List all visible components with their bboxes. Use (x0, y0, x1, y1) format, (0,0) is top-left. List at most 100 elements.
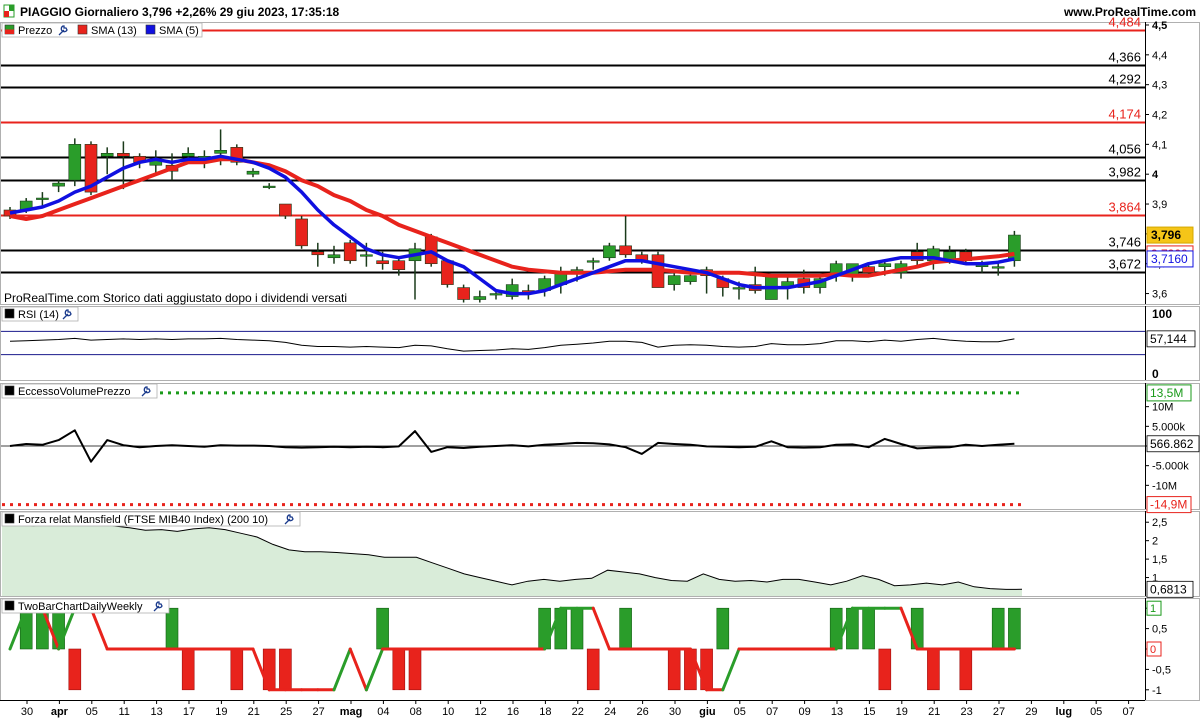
legend-label: RSI (14) (18, 309, 59, 321)
twobar-bar (36, 607, 49, 650)
candle (441, 260, 454, 285)
site-label[interactable]: www.ProRealTime.com (1063, 5, 1196, 19)
candle (100, 153, 114, 157)
twobar-bar (279, 648, 292, 691)
wrench-icon-path (62, 309, 72, 320)
rsi-line (9, 337, 1015, 352)
twobar-line (688, 647, 709, 692)
color-swatch-icon (77, 24, 88, 35)
legend-box (1, 511, 301, 527)
legend-sma13-label: SMA (13) (91, 25, 137, 37)
twobar-line (721, 647, 741, 692)
candle (214, 150, 227, 154)
twobar-bar (910, 607, 924, 650)
twobar-bar (959, 648, 973, 691)
x-tick-label: 23 (960, 706, 972, 718)
wrench-icon-path (284, 514, 294, 525)
x-tick-label: 18 (539, 706, 551, 718)
mansfield-last-badge (1146, 580, 1194, 598)
volume-line (9, 429, 1015, 463)
twobar-badge-label: 0 (1150, 644, 1156, 656)
twobar-bar (829, 607, 843, 650)
x-tick-label: 05 (86, 706, 98, 718)
twobar-bar (554, 607, 568, 650)
legend-label: Forza relat Mansfield (FTSE MIB40 Index)… (18, 514, 268, 526)
price-badge-label: 3,796 (1151, 228, 1181, 242)
twobar-line (332, 647, 352, 692)
candle (732, 287, 746, 290)
y-tick-label: 4,3 (1152, 80, 1167, 92)
x-tick-label: 19 (896, 706, 908, 718)
y-tick-label: 5.000k (1152, 421, 1186, 433)
twobar-bar (878, 648, 892, 691)
twobar-bar (230, 648, 244, 691)
y-tick-label: 3,9 (1152, 199, 1167, 211)
twobar-bar (376, 607, 389, 650)
rsi-last-badge (1146, 330, 1196, 348)
twobar-badge (1146, 600, 1162, 616)
twobar-bar (667, 648, 681, 691)
color-swatch-icon (4, 600, 15, 611)
x-tick-label: 17 (183, 706, 195, 718)
wrench-icon[interactable] (284, 514, 294, 525)
candle (84, 144, 98, 193)
y-tick-label: 1,5 (1152, 554, 1167, 566)
chart-title: PIAGGIO Giornaliero 3,796 +2,26% 29 giu … (20, 5, 339, 19)
candle (360, 254, 373, 257)
level-label: 3,746 (1108, 235, 1141, 250)
candle (262, 185, 276, 188)
candle (457, 287, 470, 300)
twobar-line (591, 606, 611, 651)
y-tick-label: 2,5 (1152, 517, 1167, 529)
x-tick-label: 05 (1090, 706, 1102, 718)
wrench-icon[interactable] (141, 386, 151, 397)
level-label: 3,982 (1108, 165, 1141, 180)
candle (392, 260, 406, 270)
rsi-panel[interactable]: 100 0 57,144 (1, 307, 1196, 381)
x-tick-label: lug (1056, 706, 1073, 718)
price-panel[interactable]: 4,484 4,366 4,292 4,174 4,056 3,982 3,864 3,746… (1, 15, 1194, 306)
twobar-line (348, 647, 368, 692)
candle (862, 266, 875, 273)
volume-band-label: 13,5M (1150, 386, 1183, 400)
color-swatch-icon (4, 513, 15, 524)
wrench-icon[interactable] (62, 309, 72, 320)
wrench-icon[interactable] (153, 601, 163, 612)
twobar-bar (586, 648, 600, 691)
twobar-bar (619, 607, 632, 650)
twobar-bar (52, 607, 65, 650)
twobar-line (40, 606, 61, 651)
candle (246, 170, 260, 175)
level-label: 4,366 (1108, 50, 1141, 65)
mansfield-line (2, 514, 1023, 590)
twobar-bar (862, 607, 875, 650)
legend-price-label: Prezzo (18, 25, 52, 37)
level-label: 4,056 (1108, 142, 1141, 157)
x-tick-label: 21 (928, 706, 940, 718)
candle (586, 260, 600, 263)
candle (505, 284, 519, 297)
candle (376, 260, 389, 265)
twobar-panel[interactable]: 10,50-0,5-110 (8, 600, 1171, 697)
x-tick-label: mag (340, 706, 363, 718)
twobar-badge-label: 1 (1150, 603, 1156, 615)
twobar-bar (684, 648, 697, 691)
color-swatch-icon (4, 308, 15, 319)
legend-label: TwoBarChartDailyWeekly (18, 601, 143, 613)
x-tick-label: 13 (150, 706, 162, 718)
y-tick-label: 4,2 (1152, 110, 1167, 122)
candle (311, 251, 325, 256)
mansfield-panel[interactable]: 2,5 2 1,5 10,6813 (2, 514, 1194, 598)
y-tick-label: -5.000k (1152, 461, 1189, 473)
wrench-icon-path (141, 386, 151, 397)
y-tick-label: 4 (1152, 169, 1159, 181)
color-swatch-icon-half (5, 29, 14, 34)
x-tick-label: 26 (636, 706, 648, 718)
wrench-icon[interactable] (58, 25, 68, 36)
level-label: 4,174 (1108, 107, 1141, 122)
level-label: 4,484 (1108, 15, 1141, 30)
x-tick-label: 29 (1025, 706, 1037, 718)
y-tick-label: 100 (1152, 307, 1172, 321)
